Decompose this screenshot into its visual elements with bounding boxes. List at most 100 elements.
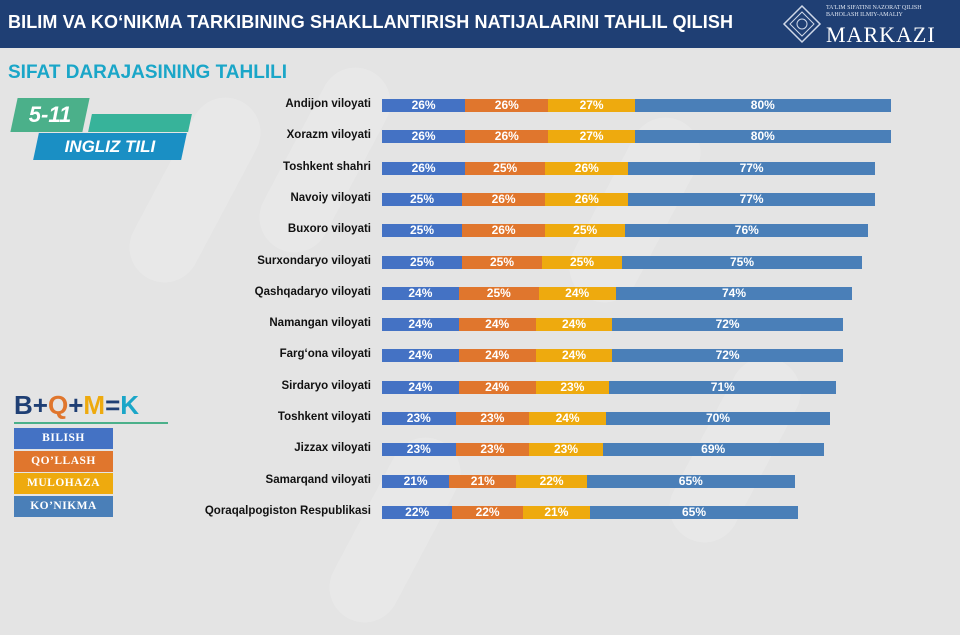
data-label: 23% <box>480 411 505 425</box>
bar-segment <box>462 224 546 238</box>
bar-segment <box>535 318 613 332</box>
bar-segment <box>382 255 462 269</box>
data-label: 22% <box>405 504 430 519</box>
category-label: Andijon viloyati <box>285 98 371 110</box>
bar-segment <box>535 380 610 394</box>
data-label: 26% <box>574 191 599 206</box>
bar-segment <box>529 412 606 425</box>
data-label: 74% <box>721 285 746 300</box>
bar-segment <box>382 474 450 488</box>
bar-segment <box>634 130 891 144</box>
data-label: 26% <box>494 98 519 112</box>
data-label: 23% <box>406 442 431 457</box>
bar-segment <box>458 318 536 332</box>
data-label: 80% <box>750 129 775 144</box>
bar-segment <box>452 505 523 519</box>
emblem-icon <box>782 4 822 44</box>
organization-logo: TA'LIM SIFATINI NAZORAT QILISH BAHOLASH … <box>782 3 952 47</box>
data-label: 77% <box>739 160 764 175</box>
data-label: 75% <box>729 254 755 269</box>
category-label: Qoraqalpogiston Respublikasi <box>204 504 371 517</box>
category-label: Qashqadaryo viloyati <box>254 285 371 298</box>
category-label: Toshkent viloyati <box>277 411 371 423</box>
page-title: BILIM VA KO‘NIKMA TARKIBINING SHAKLLANTI… <box>8 12 734 32</box>
formula-b: B <box>14 390 33 420</box>
formula-q: Q <box>47 390 69 420</box>
bar-segment <box>382 192 462 206</box>
category-label: Toshkent shahri <box>283 160 371 173</box>
legend-item: MULOHAZA <box>14 473 113 494</box>
data-label: 26% <box>494 129 519 144</box>
category-label: Buxoro viloyati <box>287 223 371 236</box>
bar-segment <box>382 286 459 300</box>
data-label: 25% <box>573 223 598 238</box>
data-label: 23% <box>406 411 431 425</box>
bar-segment <box>458 349 536 363</box>
data-label: 24% <box>408 285 433 300</box>
bar-segment <box>545 224 626 238</box>
bar-segment <box>548 99 635 112</box>
bar-segment <box>465 99 549 112</box>
formula-k: K <box>120 390 140 420</box>
logo-line-1: TA'LIM SIFATINI NAZORAT QILISH <box>826 5 922 11</box>
data-label: 71% <box>710 379 735 394</box>
data-label: 22% <box>475 504 500 519</box>
legend-item: QO’LLASH <box>14 450 113 472</box>
bar-segment <box>625 224 869 238</box>
data-label: 22% <box>539 473 564 488</box>
formula: B+Q+M=K <box>14 390 139 421</box>
bar-segment <box>449 474 517 488</box>
logo-word: MARKAZI <box>826 22 936 47</box>
bar-segment <box>590 505 798 519</box>
data-label: 26% <box>491 223 516 238</box>
bar-segment <box>602 443 824 457</box>
bar-segment <box>545 192 629 206</box>
chart-legend: BILISH QO’LLASH MULOHAZA KO’NIKMA <box>14 428 113 518</box>
formula-plus: + <box>68 390 84 420</box>
data-label: 23% <box>480 442 505 457</box>
data-label: 25% <box>489 254 515 269</box>
data-label: 69% <box>701 442 726 457</box>
bar-segment <box>382 130 466 144</box>
data-label: 72% <box>715 348 740 363</box>
category-label: Sirdaryo viloyati <box>281 379 371 392</box>
bar-segment <box>455 412 530 425</box>
bar-segment <box>615 286 853 300</box>
bar-segment <box>538 286 616 300</box>
data-label: 27% <box>579 98 604 112</box>
data-label: 77% <box>739 191 764 206</box>
logo-small-text: TA'LIM SIFATINI NAZORAT QILISH BAHOLASH … <box>826 5 922 19</box>
bar-segment <box>462 255 542 269</box>
bar-segment <box>542 255 622 269</box>
formula-plus: + <box>32 390 48 420</box>
bar-segment <box>545 161 629 175</box>
bar-segment <box>382 224 462 238</box>
bar-segment <box>382 505 453 519</box>
data-label: 24% <box>555 411 580 425</box>
category-label: Samarqand viloyati <box>265 473 371 486</box>
category-label: Xorazm viloyati <box>286 129 371 142</box>
data-label: 65% <box>681 504 707 519</box>
data-label: 24% <box>485 348 510 363</box>
bar-segment <box>465 161 546 175</box>
bar-segment <box>628 192 875 206</box>
bar-segment <box>462 192 546 206</box>
data-label: 24% <box>485 379 510 394</box>
bar-segment <box>612 349 843 363</box>
data-label: 70% <box>705 411 731 425</box>
bar-segment <box>516 474 587 488</box>
data-label: 76% <box>734 223 759 238</box>
data-label: 25% <box>409 191 435 206</box>
bar-segment <box>628 161 875 175</box>
formula-equals: = <box>105 390 121 420</box>
formula-underline <box>14 422 168 424</box>
bar-segment <box>548 130 635 144</box>
bar-segment <box>382 318 459 332</box>
data-label: 24% <box>561 348 586 363</box>
bar-segment <box>458 286 539 300</box>
data-label: 21% <box>544 504 569 519</box>
bar-segment <box>535 349 613 363</box>
bar-segment <box>522 505 590 519</box>
bar-segment <box>382 412 456 425</box>
data-label: 23% <box>560 379 585 394</box>
